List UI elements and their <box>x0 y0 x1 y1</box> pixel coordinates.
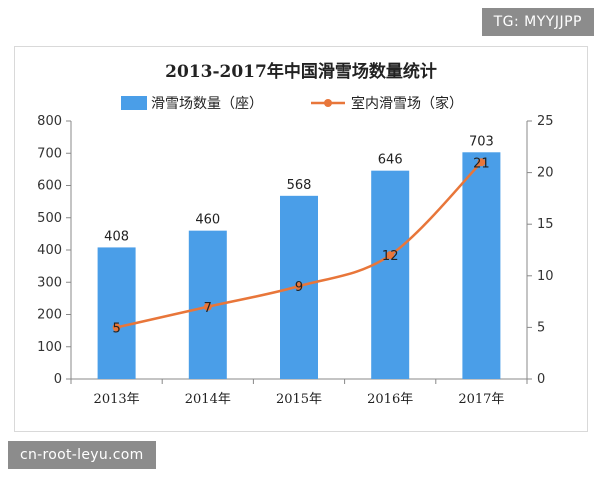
line-point <box>386 251 395 260</box>
line-value-label: 7 <box>204 301 212 316</box>
line-point <box>203 302 212 311</box>
watermark-tag-bottom: cn-root-leyu.com <box>8 441 156 469</box>
line-point <box>477 158 486 167</box>
left-tick-label: 700 <box>37 146 62 161</box>
bar-value-label: 646 <box>378 153 403 168</box>
chart-frame: 2013-2017年中国滑雪场数量统计 滑雪场数量（座） 室内滑雪场（家） 0 1… <box>14 46 588 432</box>
chart-title: 2013-2017年中国滑雪场数量统计 <box>165 61 437 82</box>
left-tick-label: 300 <box>37 275 62 290</box>
right-tick-label: 10 <box>537 269 554 284</box>
bar <box>462 152 501 379</box>
line-point <box>112 323 121 332</box>
legend-bar-swatch <box>121 96 147 110</box>
bar-value-label: 408 <box>104 229 129 244</box>
bar <box>97 247 136 379</box>
legend-line-marker <box>324 99 332 107</box>
left-tick-label: 500 <box>37 211 62 226</box>
left-tick-label: 0 <box>54 372 62 387</box>
left-tick-label: 800 <box>37 114 62 129</box>
x-tick-label: 2014年 <box>185 392 231 407</box>
chart: 2013-2017年中国滑雪场数量统计 滑雪场数量（座） 室内滑雪场（家） 0 1… <box>37 61 553 407</box>
right-tick-label: 25 <box>537 114 554 129</box>
right-tick-label: 5 <box>537 320 545 335</box>
x-tick-label: 2013年 <box>94 392 140 407</box>
line-value-label: 12 <box>382 249 399 264</box>
bar <box>371 170 410 379</box>
legend: 滑雪场数量（座） 室内滑雪场（家） <box>121 95 463 112</box>
left-tick-label: 600 <box>37 179 62 194</box>
legend-bar-label: 滑雪场数量（座） <box>151 95 263 112</box>
line-value-label: 5 <box>112 321 120 336</box>
axes: 0 100 200 300 400 500 600 700 800 0 5 10 15 20 25 2013年… <box>37 114 553 407</box>
legend-line-label: 室内滑雪场（家） <box>351 95 463 112</box>
bar-value-label: 568 <box>287 178 312 193</box>
watermark-tag-top: TG: MYYJJPP <box>481 8 594 36</box>
line-value-label: 9 <box>295 280 303 295</box>
line-series <box>112 158 486 332</box>
x-tick-label: 2015年 <box>276 392 322 407</box>
line-value-label: 21 <box>473 156 490 171</box>
line-point <box>295 282 303 291</box>
left-tick-label: 100 <box>37 340 62 355</box>
right-tick-label: 0 <box>537 372 545 387</box>
x-tick-label: 2017年 <box>458 392 504 407</box>
right-tick-label: 20 <box>537 166 554 181</box>
right-tick-label: 15 <box>537 217 554 232</box>
data-labels: 408 460 568 646 703 5 7 9 12 21 <box>104 134 494 336</box>
left-tick-label: 200 <box>37 308 62 323</box>
bar-value-label: 460 <box>195 213 220 228</box>
bar-value-label: 703 <box>469 134 494 149</box>
left-tick-label: 400 <box>37 243 62 258</box>
x-tick-label: 2016年 <box>367 392 413 407</box>
